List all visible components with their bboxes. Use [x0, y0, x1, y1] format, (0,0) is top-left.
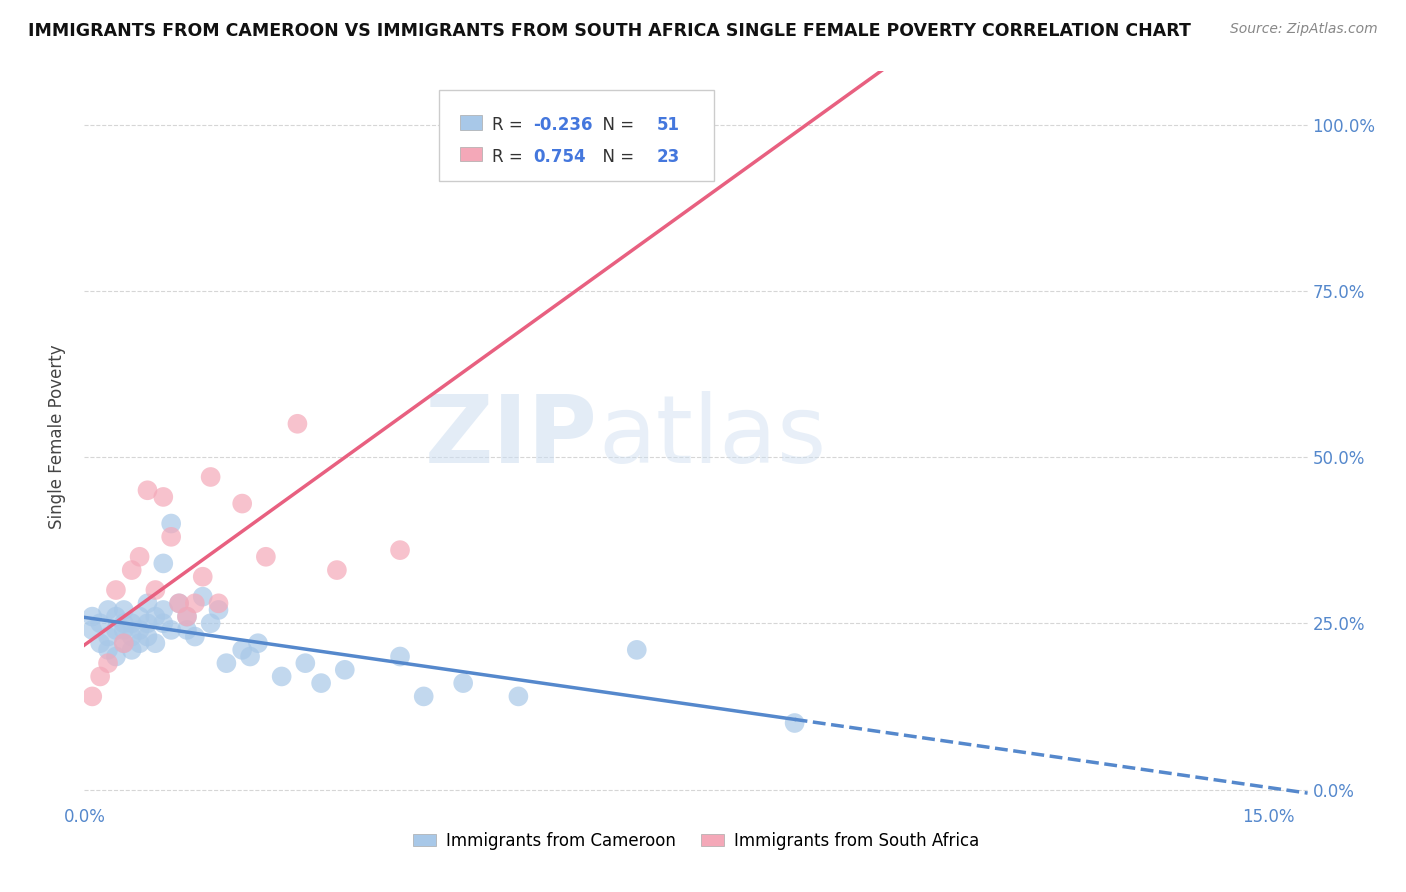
Point [246, 636, 269, 650]
Point [665, 131, 688, 145]
Text: 51: 51 [657, 116, 681, 134]
Point [783, 716, 806, 731]
Point [176, 609, 198, 624]
Point [270, 669, 292, 683]
Text: Source: ZipAtlas.com: Source: ZipAtlas.com [1230, 22, 1378, 37]
Point [451, 676, 474, 690]
Point [184, 596, 207, 610]
Point [121, 643, 143, 657]
Point [152, 616, 174, 631]
Point [112, 636, 135, 650]
Point [215, 656, 238, 670]
Point [191, 590, 214, 604]
Text: IMMIGRANTS FROM CAMEROON VS IMMIGRANTS FROM SOUTH AFRICA SINGLE FEMALE POVERTY C: IMMIGRANTS FROM CAMEROON VS IMMIGRANTS F… [28, 22, 1191, 40]
Point [326, 563, 349, 577]
Text: R =: R = [492, 148, 533, 166]
Text: 0.754: 0.754 [533, 148, 586, 166]
Point [626, 643, 648, 657]
Point [112, 623, 135, 637]
Point [152, 557, 174, 571]
Point [152, 603, 174, 617]
Point [160, 530, 183, 544]
Point [82, 690, 104, 704]
Point [152, 490, 174, 504]
Point [160, 516, 183, 531]
Legend: Immigrants from Cameroon, Immigrants from South Africa: Immigrants from Cameroon, Immigrants fro… [406, 825, 986, 856]
Point [145, 582, 167, 597]
Text: -0.236: -0.236 [533, 116, 593, 134]
Point [97, 643, 120, 657]
Point [191, 570, 214, 584]
Point [136, 616, 159, 631]
Point [167, 596, 190, 610]
Point [145, 636, 167, 650]
Point [112, 603, 135, 617]
Point [333, 663, 356, 677]
Point [128, 636, 150, 650]
FancyBboxPatch shape [460, 115, 482, 130]
Point [176, 609, 198, 624]
Point [97, 630, 120, 644]
Point [89, 636, 111, 650]
Point [97, 656, 120, 670]
Point [89, 616, 111, 631]
Point [145, 609, 167, 624]
Point [239, 649, 262, 664]
Point [254, 549, 277, 564]
Point [128, 609, 150, 624]
Point [231, 643, 253, 657]
Point [287, 417, 309, 431]
Point [112, 636, 135, 650]
Text: atlas: atlas [598, 391, 827, 483]
Point [160, 623, 183, 637]
Point [104, 582, 127, 597]
Point [184, 630, 207, 644]
Point [112, 616, 135, 631]
Point [121, 630, 143, 644]
Point [176, 623, 198, 637]
Point [104, 609, 127, 624]
Point [97, 603, 120, 617]
Point [207, 603, 229, 617]
Point [508, 690, 530, 704]
Point [89, 669, 111, 683]
Point [200, 616, 222, 631]
Point [207, 596, 229, 610]
Point [389, 543, 412, 558]
Text: 23: 23 [657, 148, 681, 166]
Point [104, 649, 127, 664]
Text: N =: N = [592, 116, 640, 134]
Point [136, 596, 159, 610]
Point [389, 649, 412, 664]
Point [121, 563, 143, 577]
Text: N =: N = [592, 148, 640, 166]
Point [412, 690, 434, 704]
Point [309, 676, 332, 690]
Point [231, 497, 253, 511]
Point [128, 623, 150, 637]
Point [121, 616, 143, 631]
Point [82, 609, 104, 624]
Point [136, 483, 159, 498]
Text: ZIP: ZIP [425, 391, 598, 483]
Point [294, 656, 316, 670]
Point [104, 623, 127, 637]
Y-axis label: Single Female Poverty: Single Female Poverty [48, 345, 66, 529]
FancyBboxPatch shape [439, 90, 714, 181]
Point [82, 623, 104, 637]
Point [167, 596, 190, 610]
Point [200, 470, 222, 484]
Point [128, 549, 150, 564]
Point [136, 630, 159, 644]
Text: R =: R = [492, 116, 527, 134]
FancyBboxPatch shape [460, 147, 482, 161]
